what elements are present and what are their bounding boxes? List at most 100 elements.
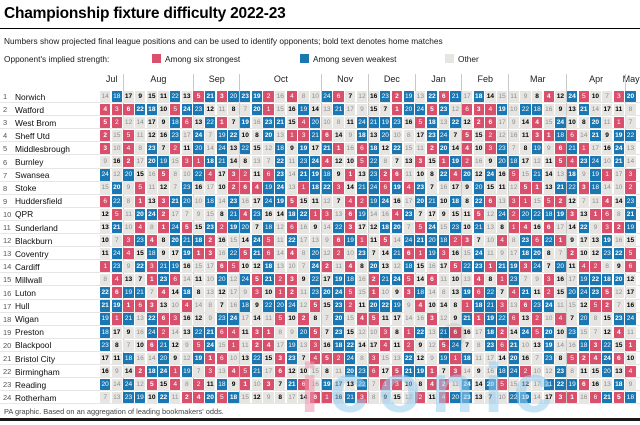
fixture-cell: 3 <box>461 234 473 247</box>
fixture-cell: 5 <box>426 103 438 116</box>
team-name: Luton <box>15 288 36 298</box>
fixture-cell: 3 <box>123 234 134 247</box>
fixture-cell: 13 <box>111 392 122 404</box>
fixture-cell: 22 <box>461 261 473 273</box>
fixture-cell: 20 <box>310 247 321 260</box>
fixture-cell: 13 <box>555 169 566 181</box>
fixture-cell: 1 <box>613 116 624 129</box>
fixture-cell: 18 <box>170 116 181 129</box>
fixture-cell: 21 <box>158 339 169 351</box>
fixture-cell: 16 <box>555 274 566 286</box>
fixture-cell: 9 <box>461 182 473 194</box>
fixture-cell: 16 <box>321 339 333 351</box>
fixture-cell: 12 <box>205 103 216 116</box>
fixture-cell: 13 <box>485 221 496 233</box>
fixture-cell: 22 <box>368 156 379 168</box>
fixture-cell: 7 <box>613 300 624 312</box>
fixture-cell: 16 <box>181 261 192 273</box>
fixture-cell: 16 <box>263 208 274 220</box>
fixture-cell: 14 <box>298 392 309 404</box>
fixture-cell: 2 <box>333 247 344 260</box>
fixture-cell: 23 <box>438 103 449 116</box>
fixture-cell: 12 <box>170 339 181 351</box>
team-rank: 4 <box>3 131 8 141</box>
fixture-cell: 6 <box>590 392 601 404</box>
fixture-cell: 1 <box>380 378 391 391</box>
fixture-cell: 23 <box>181 182 192 194</box>
fixture-cell: 9 <box>555 103 566 116</box>
fixture-cell: 16 <box>415 313 426 325</box>
team-row: 5 Middlesbrough 3 10 4 8 23 7 2 11 20 14 24 13 22 15 12 1… <box>0 142 640 156</box>
fixture-cell: 9 <box>240 287 251 299</box>
fixture-cell: 24 <box>240 274 251 286</box>
fixture-cell: 24 <box>146 326 157 338</box>
fixture-cell: 8 <box>100 274 111 286</box>
fixture-cell: 12 <box>380 143 391 155</box>
fixture-cell: 19 <box>508 261 519 273</box>
fixture-cell: 18 <box>286 208 298 220</box>
fixture-cell: 20 <box>298 326 309 338</box>
fixture-cell: 13 <box>601 378 613 391</box>
fixture-cell: 10 <box>415 169 426 181</box>
fixture-cell: 12 <box>135 378 146 391</box>
fixture-cell: 19 <box>310 169 321 181</box>
fixture-cell: 20 <box>403 103 414 116</box>
fixture-cell: 2 <box>158 326 169 338</box>
fixture-cell: 8 <box>520 143 531 155</box>
fixture-cell: 3 <box>310 339 321 351</box>
fixture-cell: 20 <box>275 300 286 312</box>
fixture-cell: 7 <box>263 156 274 168</box>
fixture-cell: 1 <box>368 287 379 299</box>
fixture-cell: 6 <box>508 313 519 325</box>
fixture-cell: 10 <box>508 103 519 116</box>
fixture-cell: 1 <box>321 392 333 404</box>
fixture-cell: 2 <box>286 287 298 299</box>
fixture-cell: 13 <box>438 116 449 129</box>
fixture-cell: 21 <box>613 156 624 168</box>
fixture-cell: 16 <box>438 182 449 194</box>
fixture-cell: 24 <box>333 287 344 299</box>
fixture-cell: 19 <box>438 352 449 364</box>
fixture-cell: 8 <box>205 300 216 312</box>
fixture-cell: 4 <box>146 234 157 247</box>
fixture-cell: 10 <box>590 90 601 102</box>
fixture-cell: 5 <box>578 90 589 102</box>
fixture-cell: 13 <box>216 365 228 378</box>
team-row: 24 Rotherham 7 13 23 19 10 22 11 2 4 20 5 18 15 12 9 8 17 1… <box>0 391 640 405</box>
fixture-cell: 6 <box>146 339 157 351</box>
fixture-cell: 10 <box>485 234 496 247</box>
fixture-cell: 20 <box>146 156 157 168</box>
fixture-cell: 24 <box>310 156 321 168</box>
fixture-cell: 13 <box>380 261 391 273</box>
fixture-cell: 9 <box>496 247 508 260</box>
fixture-cell: 23 <box>286 352 298 364</box>
fixture-cell: 14 <box>531 392 543 404</box>
fixture-cell: 5 <box>100 116 111 129</box>
fixture-cell: 18 <box>275 143 286 155</box>
fixture-cell: 22 <box>286 234 298 247</box>
fixture-cell: 17 <box>438 261 449 273</box>
fixture-cell: 14 <box>100 90 111 102</box>
fixture-cell: 24 <box>485 169 496 181</box>
fixture-cell: 5 <box>391 365 403 378</box>
fixture-cell: 8 <box>473 339 484 351</box>
fixture-cell: 4 <box>590 352 601 364</box>
fixture-cell: 6 <box>356 143 368 155</box>
fixture-cell: 1 <box>158 221 169 233</box>
fixture-cell: 11 <box>263 313 274 325</box>
fixture-cell: 20 <box>485 378 496 391</box>
fixture-cell: 15 <box>298 195 309 207</box>
fixture-cell: 6 <box>123 103 134 116</box>
fixture-cell: 24 <box>403 234 414 247</box>
fixture-cell: 4 <box>135 221 146 233</box>
fixture-cell: 23 <box>613 313 624 325</box>
fixture-cell: 5 <box>531 326 543 338</box>
fixture-cell: 20 <box>473 182 484 194</box>
fixture-cell: 4 <box>181 300 192 312</box>
fixture-cell: 10 <box>380 287 391 299</box>
fixture-cell: 15 <box>601 313 613 325</box>
fixture-cell: 3 <box>438 247 449 260</box>
fixture-cell: 15 <box>240 392 251 404</box>
fixture-cell: 11 <box>181 143 192 155</box>
team-row: 16 Luton 22 6 19 21 7 4 14 18 8 13 12 17 9 3 10 1 2 11 23 20 2… <box>0 287 640 300</box>
